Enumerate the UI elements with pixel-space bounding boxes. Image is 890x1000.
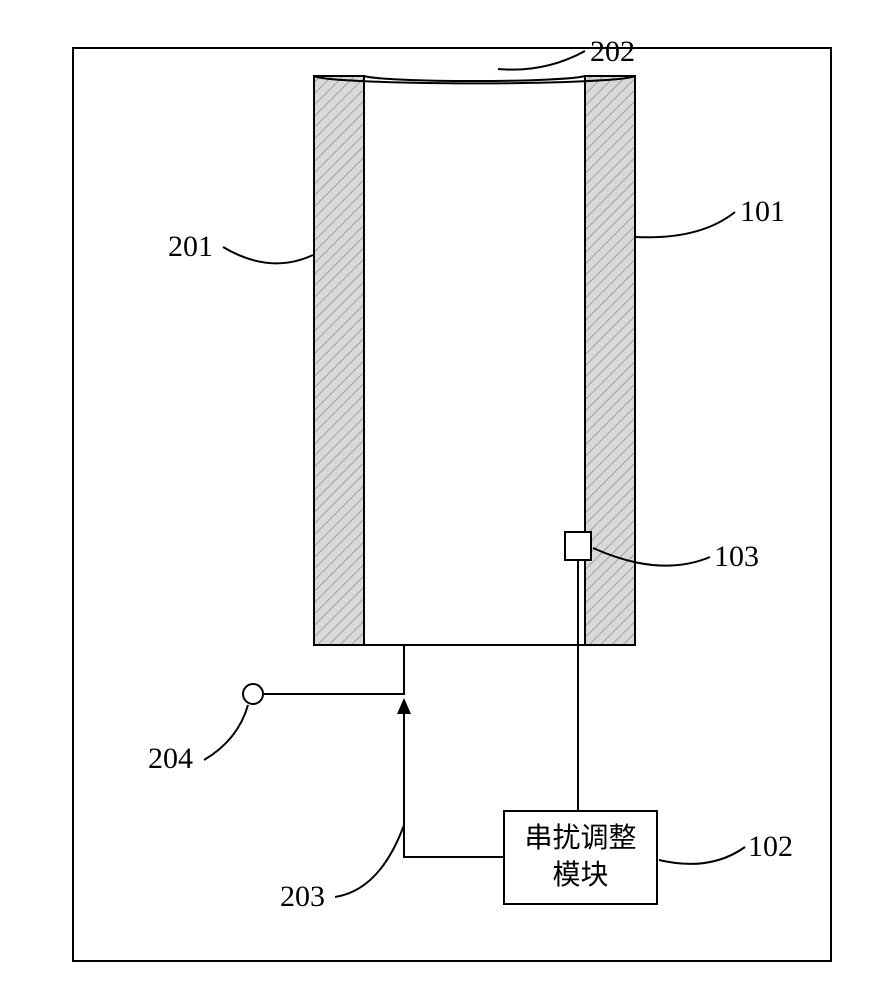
sensor-box-103 [564, 531, 592, 561]
label-201: 201 [168, 230, 213, 264]
module-text-line1: 串扰调整 [524, 821, 636, 857]
outer-frame [72, 47, 832, 962]
label-102: 102 [748, 830, 793, 864]
label-101: 101 [740, 195, 785, 229]
label-103: 103 [714, 540, 759, 574]
port-circle-204 [242, 683, 264, 705]
crosstalk-adjust-module: 串扰调整 模块 [503, 810, 658, 905]
label-202: 202 [590, 35, 635, 69]
module-text-line2: 模块 [524, 858, 636, 894]
label-203: 203 [280, 880, 325, 914]
label-204: 204 [148, 742, 193, 776]
